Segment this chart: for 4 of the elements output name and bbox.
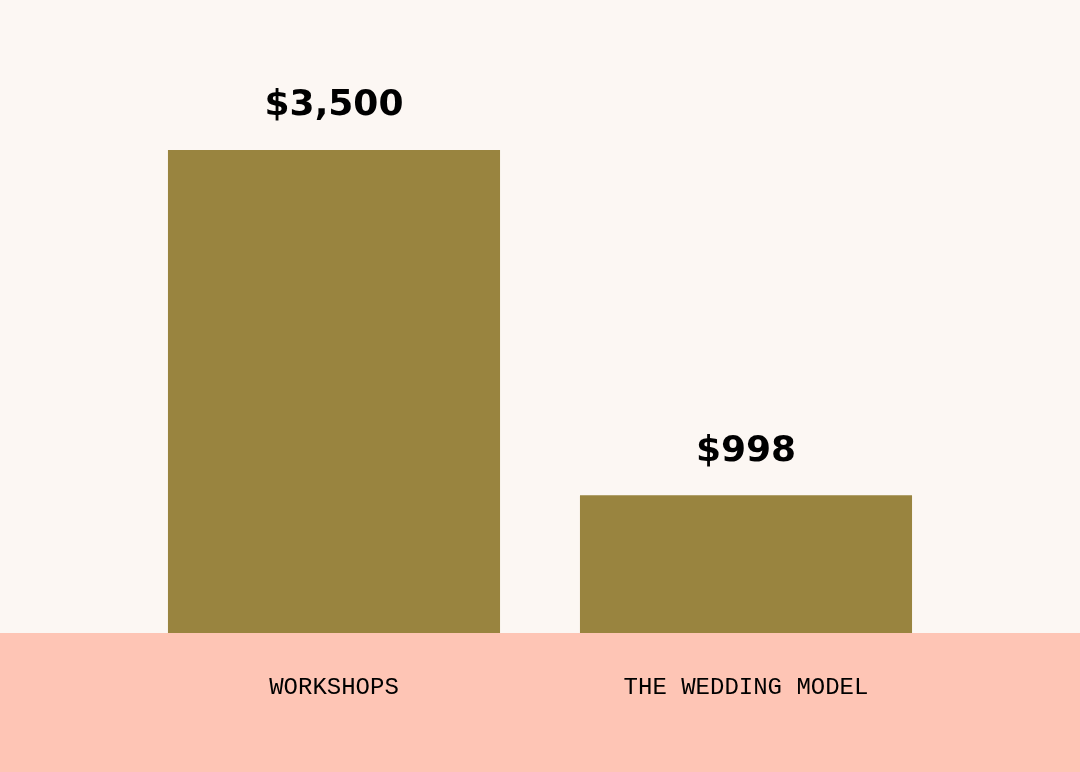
x-tick-label: THE WEDDING MODEL — [623, 673, 869, 701]
data-label: $3,500 — [264, 82, 404, 124]
x-tick-label: WORKSHOPS — [269, 673, 399, 701]
data-label: $998 — [695, 427, 797, 469]
